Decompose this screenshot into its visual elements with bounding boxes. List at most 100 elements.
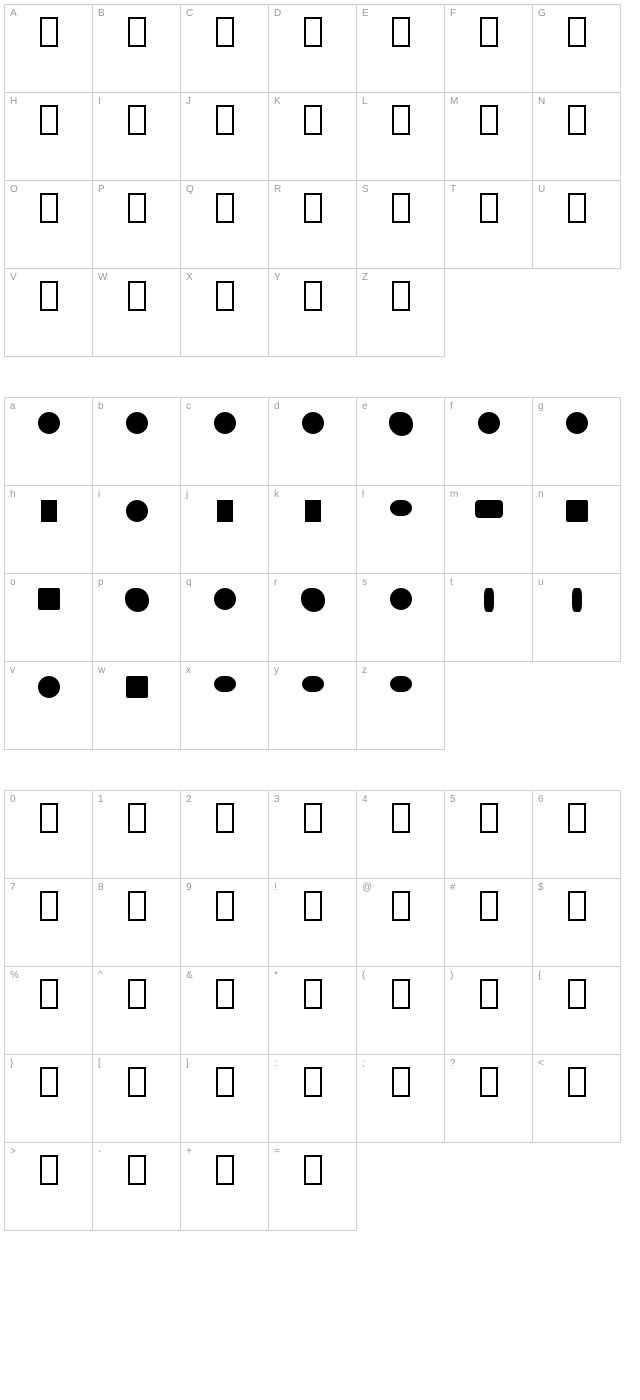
char-cell: % [5, 967, 93, 1055]
missing-glyph-box [392, 17, 410, 47]
char-cell: 2 [181, 791, 269, 879]
missing-glyph-box [216, 1155, 234, 1185]
char-cell: 7 [5, 879, 93, 967]
missing-glyph-box [216, 803, 234, 833]
char-cell: - [93, 1143, 181, 1231]
char-glyph [181, 887, 268, 966]
missing-glyph-box [128, 891, 146, 921]
char-cell: u [533, 574, 621, 662]
char-glyph [445, 13, 532, 92]
char-glyph [269, 1063, 356, 1142]
missing-glyph-box [304, 1067, 322, 1097]
char-cell: R [269, 181, 357, 269]
char-cell: Z [357, 269, 445, 357]
char-cell: r [269, 574, 357, 662]
missing-glyph-box [304, 1155, 322, 1185]
char-glyph [93, 1063, 180, 1142]
char-glyph [5, 887, 92, 966]
char-glyph [445, 582, 532, 661]
missing-glyph-box [304, 803, 322, 833]
char-glyph [445, 1063, 532, 1142]
missing-glyph-box [568, 17, 586, 47]
char-cell: w [93, 662, 181, 750]
char-glyph [357, 799, 444, 878]
char-glyph [357, 670, 444, 749]
missing-glyph-box [480, 1067, 498, 1097]
char-cell: > [5, 1143, 93, 1231]
char-cell: = [269, 1143, 357, 1231]
char-cell: c [181, 398, 269, 486]
char-cell: i [93, 486, 181, 574]
char-glyph [269, 582, 356, 661]
char-glyph [357, 13, 444, 92]
dingbat-icon [214, 676, 236, 692]
grid-row: OPQRSTU [5, 181, 621, 269]
char-glyph [533, 406, 620, 485]
dingbat-icon [217, 500, 233, 522]
missing-glyph-box [40, 281, 58, 311]
dingbat-icon [38, 412, 60, 434]
char-cell: e [357, 398, 445, 486]
char-glyph [533, 494, 620, 573]
char-glyph [269, 799, 356, 878]
char-glyph [5, 406, 92, 485]
dingbat-icon [126, 412, 148, 434]
char-glyph [93, 887, 180, 966]
missing-glyph-box [216, 281, 234, 311]
dingbat-icon [484, 588, 494, 612]
grid-row: 789!@#$ [5, 879, 621, 967]
char-cell: a [5, 398, 93, 486]
char-glyph [269, 13, 356, 92]
char-cell: K [269, 93, 357, 181]
char-glyph [181, 1063, 268, 1142]
char-glyph [181, 799, 268, 878]
char-glyph [533, 13, 620, 92]
missing-glyph-box [568, 979, 586, 1009]
char-glyph [181, 975, 268, 1054]
char-cell: V [5, 269, 93, 357]
char-glyph [357, 975, 444, 1054]
empty-cell [445, 269, 533, 357]
char-glyph [445, 887, 532, 966]
char-glyph [181, 13, 268, 92]
char-cell: W [93, 269, 181, 357]
charmap-grid-2: 0123456789!@#$%^&*(){}[]:;?<>-+= [4, 790, 621, 1231]
char-glyph [93, 975, 180, 1054]
char-glyph [181, 189, 268, 268]
char-glyph [5, 101, 92, 180]
missing-glyph-box [480, 979, 498, 1009]
empty-cell [533, 1143, 621, 1231]
missing-glyph-box [40, 193, 58, 223]
dingbat-icon [38, 588, 60, 610]
grid-row: abcdefg [5, 398, 621, 486]
grid-row: }[]:;?< [5, 1055, 621, 1143]
char-cell: h [5, 486, 93, 574]
char-glyph [93, 582, 180, 661]
char-cell: ! [269, 879, 357, 967]
char-glyph [357, 189, 444, 268]
char-cell: p [93, 574, 181, 662]
char-glyph [5, 1063, 92, 1142]
char-glyph [5, 799, 92, 878]
dingbat-icon [214, 588, 236, 610]
missing-glyph-box [216, 105, 234, 135]
grid-row: >-+= [5, 1143, 621, 1231]
grid-row: hijklmn [5, 486, 621, 574]
charmap-grid-0: ABCDEFGHIJKLMNOPQRSTUVWXYZ [4, 4, 621, 357]
dingbat-icon [390, 676, 412, 692]
char-glyph [181, 494, 268, 573]
missing-glyph-box [392, 105, 410, 135]
char-glyph [445, 494, 532, 573]
missing-glyph-box [392, 281, 410, 311]
dingbat-icon [390, 500, 412, 516]
char-cell: 9 [181, 879, 269, 967]
char-glyph [533, 189, 620, 268]
missing-glyph-box [480, 803, 498, 833]
char-cell: ( [357, 967, 445, 1055]
char-glyph [269, 406, 356, 485]
char-cell: B [93, 5, 181, 93]
char-cell: : [269, 1055, 357, 1143]
dingbat-icon [38, 676, 60, 698]
char-cell: G [533, 5, 621, 93]
char-cell: M [445, 93, 533, 181]
